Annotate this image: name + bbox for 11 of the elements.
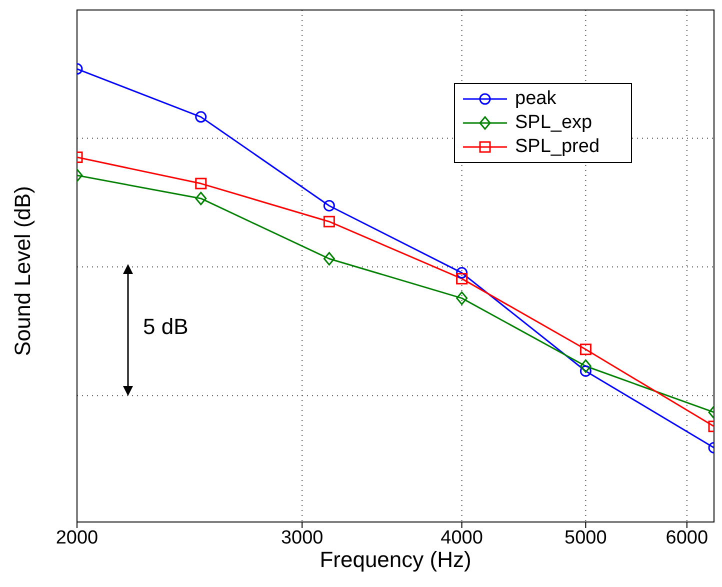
legend-label: peak — [515, 87, 556, 111]
legend-label: SPL_pred — [515, 135, 600, 159]
x-tick-label: 4000 — [440, 527, 483, 548]
x-tick-label: 6000 — [666, 527, 708, 548]
annotation: 5 dB — [143, 314, 188, 340]
x-tick-label: 5000 — [564, 527, 607, 548]
legend-label: SPL_exp — [515, 111, 592, 135]
y-axis-title: Sound Level (dB) — [10, 185, 36, 358]
x-tick-label: 2000 — [56, 527, 98, 548]
x-tick-label: 3000 — [280, 527, 324, 548]
x-axis-title: Frequency (Hz) — [320, 547, 472, 572]
